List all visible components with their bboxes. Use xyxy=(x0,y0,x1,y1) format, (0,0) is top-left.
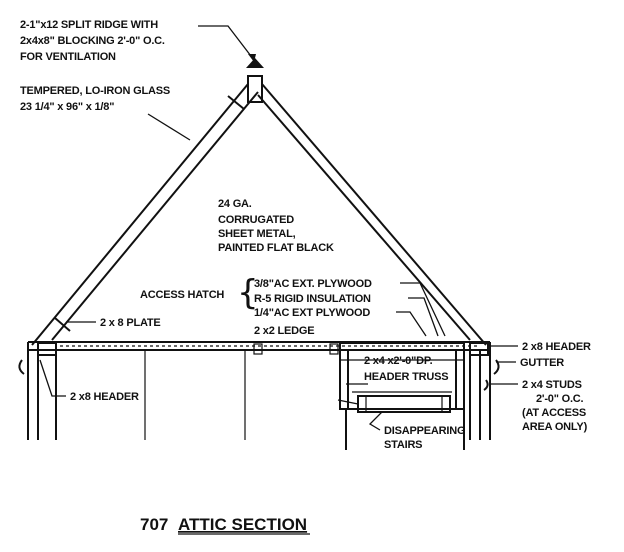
label-split-ridge: 2-1"x12 SPLIT RIDGE WITH 2x4x8" BLOCKING… xyxy=(20,19,165,63)
roof-frame xyxy=(31,58,487,346)
split-ridge-line-1: 2-1"x12 SPLIT RIDGE WITH xyxy=(20,19,158,31)
studs-line-3: (AT ACCESS xyxy=(522,407,586,419)
label-sheet-metal: 24 GA. CORRUGATED SHEET METAL, PAINTED F… xyxy=(218,198,334,254)
sheet-metal-line-2: CORRUGATED xyxy=(218,214,294,226)
disappearing-stairs xyxy=(337,395,465,450)
split-ridge-line-2: 2x4x8" BLOCKING 2'-0" O.C. xyxy=(20,35,165,47)
header-truss-line-2: HEADER TRUSS xyxy=(364,371,448,383)
plate-label: 2 x 8 PLATE xyxy=(100,317,161,329)
ledge-label: 2 x2 LEDGE xyxy=(254,325,314,337)
hatch-layer-3: 1/4"AC EXT PLYWOOD xyxy=(254,307,370,319)
glass-line-2: 23 1/4" x 96" x 1/8" xyxy=(20,101,114,113)
hatch-layer-2: R-5 RIGID INSULATION xyxy=(254,293,371,305)
sheet-metal-line-4: PAINTED FLAT BLACK xyxy=(218,242,334,254)
right-wall xyxy=(469,342,500,440)
title-number: 707 xyxy=(140,515,168,534)
label-access-hatch: ACCESS HATCH { 3/8"AC EXT. PLYWOOD R-5 R… xyxy=(140,273,372,319)
split-ridge-line-3: FOR VENTILATION xyxy=(20,51,116,63)
header-left-label: 2 x8 HEADER xyxy=(70,391,139,403)
label-glass: TEMPERED, LO-IRON GLASS 23 1/4" x 96" x … xyxy=(20,85,170,113)
label-stairs: DISAPPEARING STAIRS xyxy=(384,425,466,451)
label-header-truss: 2 x4 x2'-0"DP. HEADER TRUSS xyxy=(364,355,449,383)
left-wall xyxy=(18,342,339,440)
sheet-metal-line-3: SHEET METAL, xyxy=(218,228,296,240)
studs-line-2: 2'-0" O.C. xyxy=(536,393,584,405)
studs-line-1: 2 x4 STUDS xyxy=(522,379,582,391)
sheet-metal-line-1: 24 GA. xyxy=(218,198,252,210)
stairs-line-2: STAIRS xyxy=(384,439,422,451)
header-right-label: 2 x8 HEADER xyxy=(522,341,591,353)
hatch-layer-1: 3/8"AC EXT. PLYWOOD xyxy=(254,278,372,290)
label-studs: 2 x4 STUDS 2'-0" O.C. (AT ACCESS AREA ON… xyxy=(522,379,588,433)
title-text: ATTIC SECTION xyxy=(178,515,307,534)
hatch-brace: { xyxy=(237,273,259,313)
studs-line-4: AREA ONLY) xyxy=(522,421,588,433)
access-hatch-label: ACCESS HATCH xyxy=(140,289,224,301)
stairs-line-1: DISAPPEARING xyxy=(384,425,465,437)
header-truss xyxy=(339,342,465,410)
gutter-label: GUTTER xyxy=(520,357,564,369)
glass-line-1: TEMPERED, LO-IRON GLASS xyxy=(20,85,170,97)
leader-lines xyxy=(39,25,518,431)
header-truss-line-1: 2 x4 x2'-0"DP. xyxy=(364,355,433,367)
drawing-title: 707 ATTIC SECTION xyxy=(140,515,310,535)
